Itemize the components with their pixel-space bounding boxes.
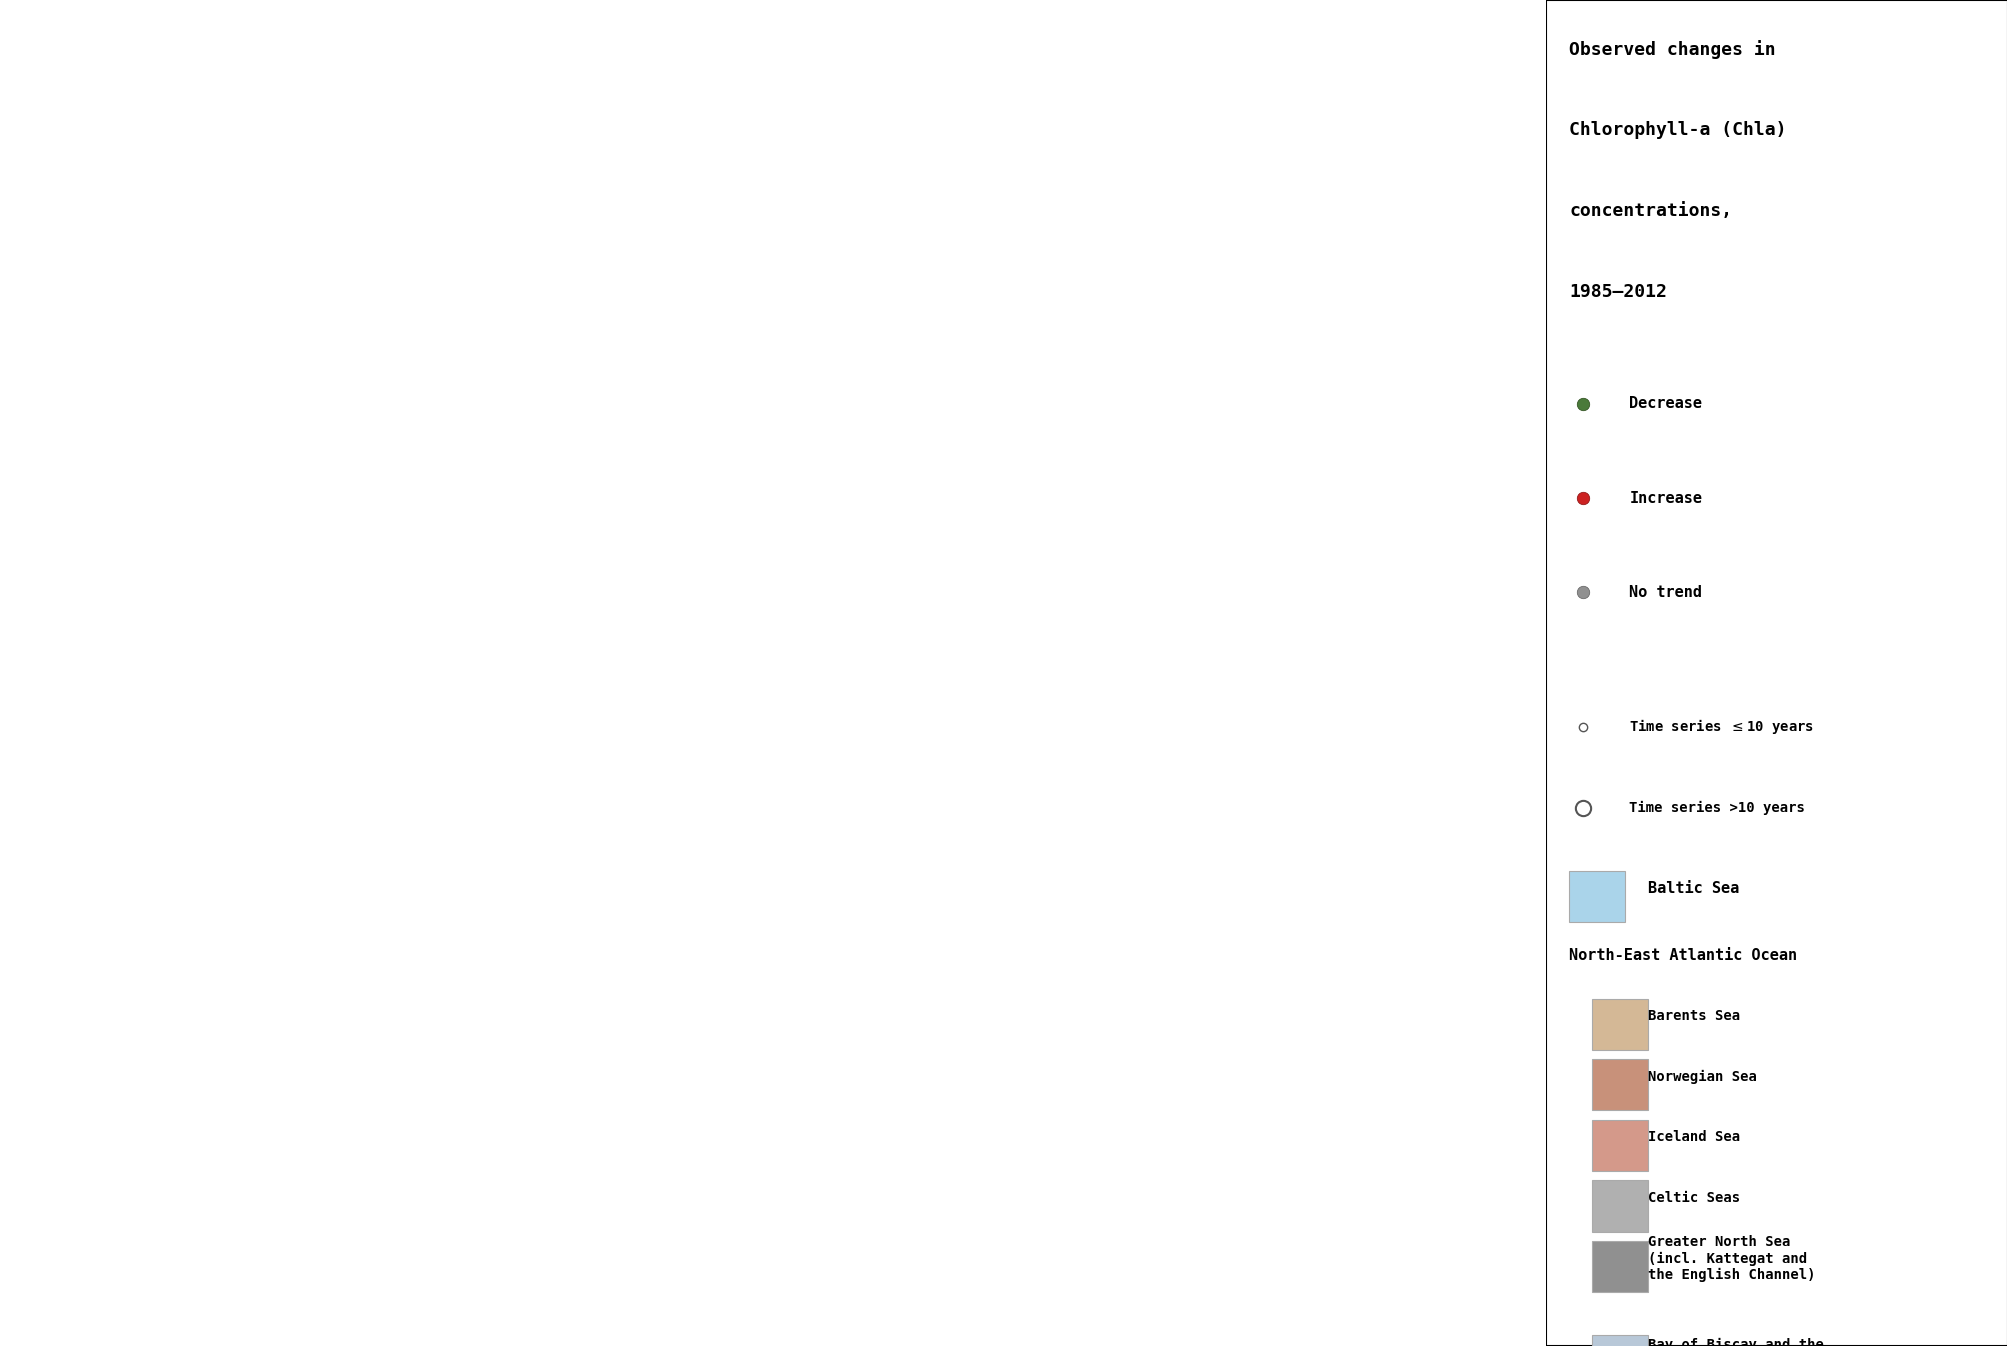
- Text: Barents Sea: Barents Sea: [1648, 1010, 1738, 1023]
- Text: Observed changes in: Observed changes in: [1569, 40, 1774, 59]
- Text: Increase: Increase: [1628, 490, 1702, 506]
- Bar: [1592, 1335, 1648, 1346]
- Text: Time series >10 years: Time series >10 years: [1628, 801, 1804, 814]
- Text: Chlorophyll-a (Chla): Chlorophyll-a (Chla): [1569, 121, 1786, 139]
- Text: North-East Atlantic Ocean: North-East Atlantic Ocean: [1569, 948, 1796, 964]
- Bar: [1592, 1180, 1648, 1232]
- Text: Greater North Sea
(incl. Kattegat and
the English Channel): Greater North Sea (incl. Kattegat and th…: [1648, 1236, 1814, 1281]
- Text: Time series $\leq$10 years: Time series $\leq$10 years: [1628, 717, 1814, 736]
- Bar: [1592, 1120, 1648, 1171]
- Text: Baltic Sea: Baltic Sea: [1648, 880, 1738, 896]
- Bar: [1592, 1059, 1648, 1110]
- Text: Norwegian Sea: Norwegian Sea: [1648, 1070, 1756, 1084]
- Bar: [1592, 999, 1648, 1050]
- Bar: [1569, 871, 1624, 922]
- Text: 1985–2012: 1985–2012: [1569, 283, 1666, 300]
- Text: Celtic Seas: Celtic Seas: [1648, 1191, 1738, 1205]
- Text: Iceland Sea: Iceland Sea: [1648, 1131, 1738, 1144]
- Text: concentrations,: concentrations,: [1569, 202, 1732, 219]
- Text: No trend: No trend: [1628, 584, 1702, 600]
- Text: Decrease: Decrease: [1628, 396, 1702, 412]
- Bar: [1592, 1241, 1648, 1292]
- Text: Bay of Biscay and the
Iberian Coast: Bay of Biscay and the Iberian Coast: [1648, 1338, 1822, 1346]
